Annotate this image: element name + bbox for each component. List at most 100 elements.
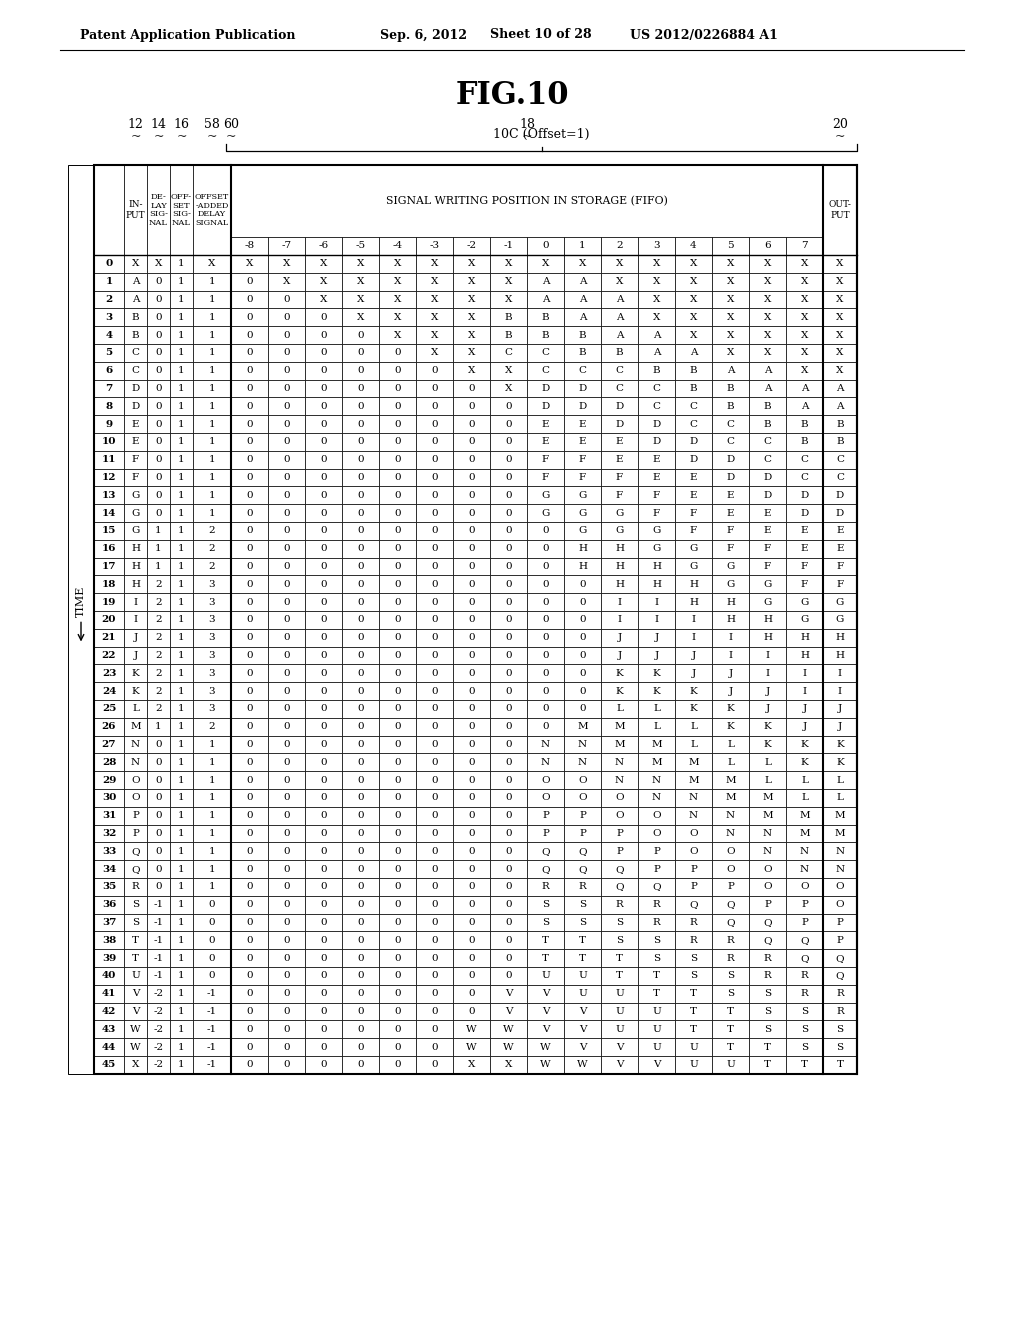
Text: X: X (468, 294, 475, 304)
Text: 45: 45 (101, 1060, 116, 1069)
Bar (749, 735, 786, 754)
Text: D: D (836, 508, 844, 517)
Bar (601, 842, 638, 861)
Bar (193, 165, 231, 255)
Bar (94, 949, 124, 968)
Bar (527, 682, 564, 700)
Text: Q: Q (800, 953, 809, 962)
Bar (193, 326, 231, 345)
Bar (712, 1056, 749, 1073)
Text: 38: 38 (101, 936, 116, 945)
Bar (342, 611, 379, 628)
Bar (786, 611, 823, 628)
Bar (453, 469, 490, 486)
Bar (490, 718, 527, 735)
Text: D: D (579, 401, 587, 411)
Bar (268, 932, 305, 949)
Bar (305, 540, 342, 557)
Bar (170, 433, 193, 451)
Bar (638, 451, 675, 469)
Bar (675, 416, 712, 433)
Bar (564, 309, 601, 326)
Bar (193, 647, 231, 664)
Bar (601, 1056, 638, 1073)
Bar (268, 611, 305, 628)
Text: -2: -2 (154, 1007, 164, 1016)
Text: 0: 0 (284, 847, 290, 855)
Bar (638, 576, 675, 593)
Text: 60: 60 (223, 117, 239, 131)
Text: L: L (690, 722, 697, 731)
Bar (379, 557, 416, 576)
Text: G: G (131, 508, 139, 517)
Bar (342, 362, 379, 380)
Bar (94, 807, 124, 825)
Bar (823, 521, 857, 540)
Bar (416, 451, 453, 469)
Bar (527, 664, 564, 682)
Bar (453, 397, 490, 416)
Text: G: G (689, 544, 697, 553)
Bar (231, 718, 268, 735)
Bar (823, 593, 857, 611)
Text: N: N (836, 865, 845, 874)
Bar (147, 628, 170, 647)
Bar (379, 486, 416, 504)
Bar (453, 985, 490, 1003)
Text: 1: 1 (209, 473, 215, 482)
Text: F: F (727, 527, 734, 536)
Bar (416, 416, 453, 433)
Text: U: U (689, 1060, 698, 1069)
Text: A: A (579, 294, 587, 304)
Text: T: T (579, 953, 586, 962)
Bar (231, 362, 268, 380)
Bar (749, 593, 786, 611)
Text: 1: 1 (209, 847, 215, 855)
Text: N: N (763, 829, 772, 838)
Bar (749, 521, 786, 540)
Text: 0: 0 (246, 384, 253, 393)
Bar (786, 896, 823, 913)
Bar (712, 416, 749, 433)
Bar (379, 878, 416, 896)
Bar (527, 469, 564, 486)
Bar (601, 878, 638, 896)
Text: 0: 0 (284, 491, 290, 500)
Text: 0: 0 (156, 294, 162, 304)
Text: K: K (652, 669, 660, 677)
Bar (147, 504, 170, 521)
Bar (305, 1056, 342, 1073)
Text: 0: 0 (246, 420, 253, 429)
Bar (124, 165, 147, 255)
Text: 2: 2 (156, 705, 162, 713)
Bar (490, 700, 527, 718)
Text: X: X (764, 260, 771, 268)
Bar (749, 1039, 786, 1056)
Text: 1: 1 (178, 277, 184, 286)
Bar (749, 682, 786, 700)
Text: H: H (800, 634, 809, 643)
Bar (527, 896, 564, 913)
Bar (305, 628, 342, 647)
Text: 0: 0 (394, 562, 400, 572)
Bar (638, 345, 675, 362)
Text: 0: 0 (431, 705, 438, 713)
Text: 1: 1 (209, 313, 215, 322)
Text: T: T (542, 953, 549, 962)
Bar (147, 486, 170, 504)
Text: E: E (727, 508, 734, 517)
Text: 1: 1 (178, 722, 184, 731)
Bar (193, 309, 231, 326)
Text: 1: 1 (209, 812, 215, 820)
Bar (268, 326, 305, 345)
Bar (712, 878, 749, 896)
Text: 1: 1 (209, 437, 215, 446)
Text: 0: 0 (156, 330, 162, 339)
Bar (527, 397, 564, 416)
Bar (675, 932, 712, 949)
Bar (490, 273, 527, 290)
Text: 0: 0 (284, 989, 290, 998)
Text: X: X (356, 313, 365, 322)
Text: -1: -1 (207, 1060, 217, 1069)
Bar (749, 255, 786, 273)
